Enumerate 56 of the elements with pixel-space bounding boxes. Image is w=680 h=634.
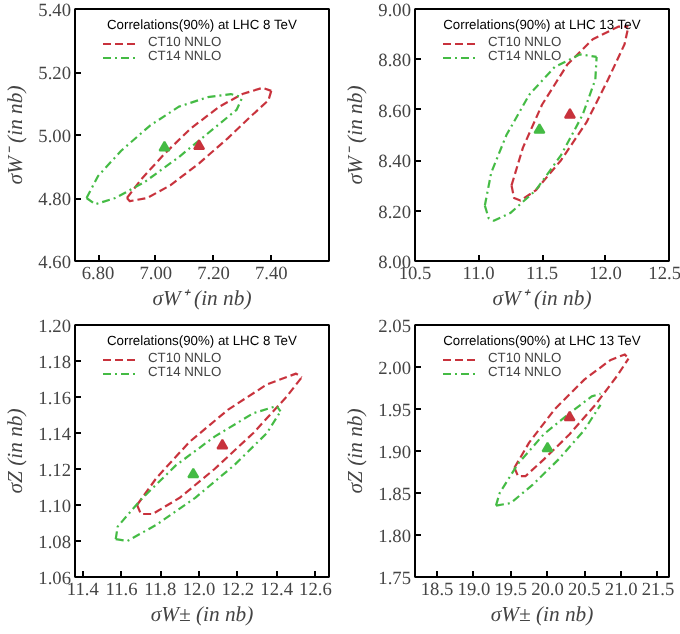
y-tick-label: 1.08 (38, 534, 72, 554)
x-tick-label: 7.00 (139, 265, 173, 285)
y-axis-title: σW⁻ (in nb) (6, 84, 29, 185)
x-tick-label: 19.5 (494, 581, 528, 601)
y-tick-label: 1.80 (378, 528, 412, 548)
x-tick-label: 11.5 (526, 265, 559, 285)
y-tick-label: 1.16 (38, 390, 72, 410)
x-tick-label: 18.5 (420, 581, 455, 601)
y-tick-label: 8.60 (378, 102, 412, 123)
x-tick-label: 12.6 (299, 581, 333, 601)
x-tick-label: 21.5 (641, 581, 675, 601)
x-tick-label: 11.4 (66, 581, 100, 601)
x-axis-title: σW± (in nb) (490, 605, 595, 627)
y-axis-title: σZ (in nb) (6, 407, 29, 494)
y-tick-label: 1.85 (378, 486, 412, 506)
y-tick-label: 1.10 (38, 498, 72, 518)
x-tick-label: 12.0 (589, 265, 623, 285)
x-tick-label: 12.2 (221, 581, 255, 601)
y-tick-label: 2.05 (378, 318, 412, 338)
y-tick-label: 9.00 (378, 2, 412, 22)
x-tick-label: 19.0 (457, 581, 491, 601)
y-tick-label: 5.40 (38, 2, 72, 22)
y-tick-label: 2.00 (378, 360, 412, 380)
y-tick-label: 1.14 (38, 426, 72, 446)
y-tick-label: 5.20 (38, 65, 72, 85)
y-tick-label: 8.40 (378, 153, 412, 174)
y-axis-title: σW⁻ (in nb) (346, 84, 369, 185)
y-tick-label: 8.80 (378, 52, 412, 73)
x-tick-label: 7.20 (197, 265, 231, 285)
y-tick-label: 1.75 (378, 570, 412, 590)
x-tick-label: 11.6 (105, 581, 139, 601)
x-axis-title: σW⁺ (in nb) (492, 289, 593, 311)
y-tick-label: 1.18 (38, 354, 72, 374)
y-tick-label: 1.12 (38, 462, 72, 482)
y-tick-label: 5.00 (38, 128, 72, 148)
y-axis-title: σZ (in nb) (346, 407, 369, 494)
x-tick-label: 6.80 (81, 265, 116, 285)
y-tick-label: 4.60 (38, 254, 72, 274)
x-tick-label: 12.5 (648, 265, 680, 285)
x-tick-label: 20.5 (568, 581, 602, 601)
y-tick-label: 1.95 (378, 402, 412, 422)
y-tick-label: 4.80 (38, 191, 72, 211)
x-tick-label: 12.4 (260, 581, 294, 601)
y-tick-label: 1.90 (378, 444, 412, 464)
x-tick-label: 7.40 (254, 265, 289, 285)
x-axis-title: σW± (in nb) (150, 605, 255, 627)
x-tick-label: 20.0 (531, 581, 565, 601)
x-tick-label: 11.8 (144, 581, 177, 601)
x-tick-label: 11.0 (462, 265, 496, 285)
y-tick-label: 8.20 (378, 203, 412, 224)
x-axis-title: σW⁺ (in nb) (152, 289, 253, 311)
y-tick-label: 1.20 (38, 318, 72, 338)
x-tick-label: 12.0 (182, 581, 217, 601)
y-tick-label: 1.06 (38, 570, 72, 590)
x-tick-label: 21.0 (604, 581, 639, 601)
x-tick-label: 10.5 (398, 265, 432, 285)
